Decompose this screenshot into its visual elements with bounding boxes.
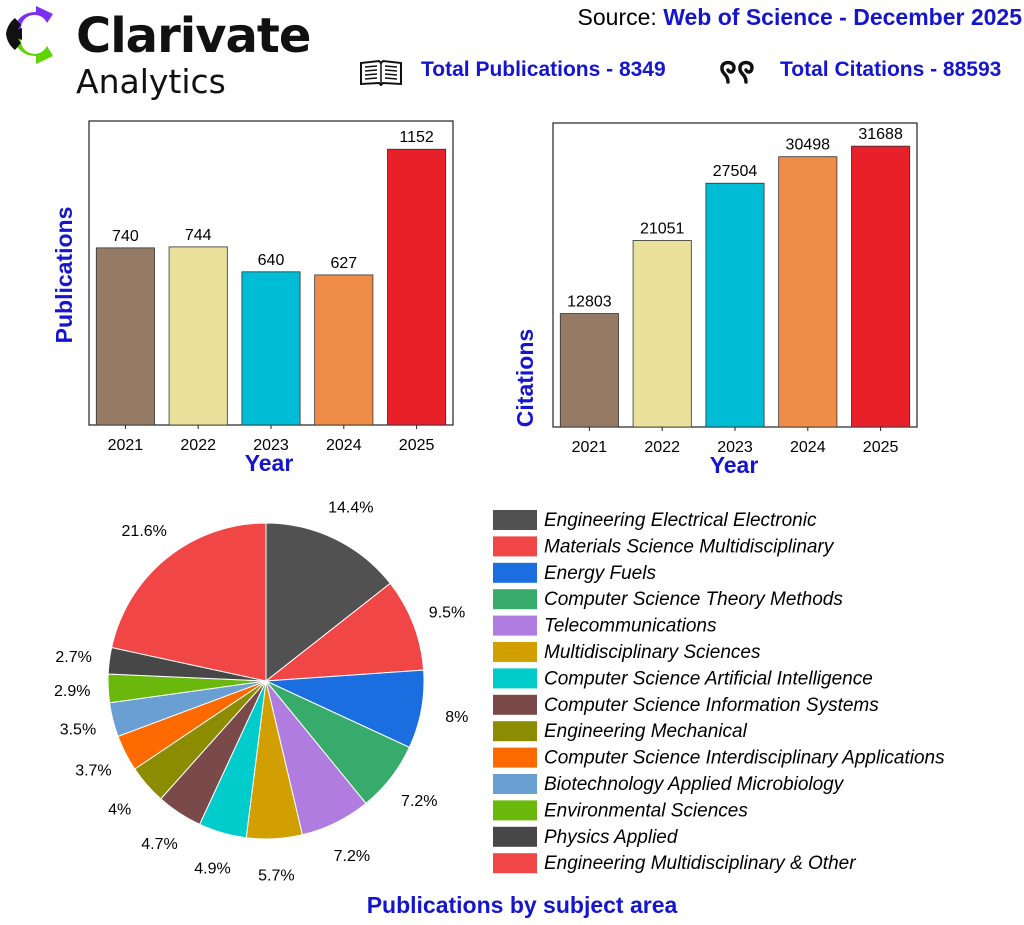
bar-2021 bbox=[559, 313, 619, 428]
pie-slice-label: 21.6% bbox=[122, 523, 167, 540]
pie-slice bbox=[264, 582, 425, 682]
legend-label: Engineering Electrical Electronic bbox=[544, 510, 817, 531]
y-axis-label: Publications bbox=[51, 207, 77, 344]
total-publications: Total Publications - 8349 bbox=[421, 58, 666, 81]
bar-2021 bbox=[95, 247, 155, 426]
book-icon bbox=[360, 59, 402, 87]
pie-slice-label: 3.7% bbox=[75, 763, 111, 780]
legend-swatch bbox=[493, 642, 537, 662]
legend-label: Materials Science Multidisciplinary bbox=[544, 536, 835, 557]
source-value: Web of Science - December 2025 bbox=[663, 4, 1022, 30]
bar-value-label: 744 bbox=[185, 227, 212, 244]
subject-area-pie-chart: 14.4% 9.5% 8% 7.2% 7.2% 5.7% 4.9% 4.7% 4% 3.7% 3.5… bbox=[54, 500, 945, 918]
pie-slice-label: 7.2% bbox=[401, 793, 437, 810]
bar-value-label: 12803 bbox=[567, 294, 612, 311]
brand-subtitle: Analytics bbox=[76, 62, 226, 101]
legend-swatch bbox=[493, 562, 537, 583]
bar-2025 bbox=[851, 145, 911, 428]
x-tick-label: 2021 bbox=[108, 437, 144, 454]
legend-swatch bbox=[493, 668, 537, 689]
x-tick-label: 2025 bbox=[863, 439, 899, 456]
x-tick-label: 2025 bbox=[399, 437, 435, 454]
bar-value-label: 21051 bbox=[640, 220, 685, 237]
x-axis-label: Year bbox=[710, 452, 759, 478]
legend-label: Computer Science Theory Methods bbox=[544, 589, 843, 610]
pie-slice-label: 4% bbox=[108, 801, 131, 818]
legend-swatch bbox=[493, 721, 537, 742]
legend-swatch bbox=[493, 694, 537, 715]
pie-slice bbox=[110, 522, 267, 682]
publications-bar-chart: Publications Year 740 2021 744 2022 640 2023 6… bbox=[51, 120, 454, 476]
pie-slice-label: 2.9% bbox=[54, 683, 90, 700]
pie-slice-label: 3.5% bbox=[60, 722, 96, 739]
bar-2022 bbox=[168, 246, 228, 426]
legend-swatch bbox=[493, 615, 537, 636]
legend-label: Engineering Multidisciplinary & Other bbox=[544, 853, 856, 874]
pie-slice-label: 2.7% bbox=[55, 649, 91, 666]
legend-swatch bbox=[493, 853, 537, 874]
bar-2023 bbox=[241, 271, 301, 426]
x-tick-label: 2024 bbox=[326, 437, 362, 454]
x-tick-label: 2023 bbox=[253, 437, 289, 454]
pie-slice-label: 7.2% bbox=[334, 848, 370, 865]
legend-swatch bbox=[493, 774, 537, 794]
pie-chart-title: Publications by subject area bbox=[367, 892, 678, 918]
pie-slice bbox=[265, 522, 391, 683]
bar-2023 bbox=[705, 182, 765, 428]
legend-label: Multidisciplinary Sciences bbox=[544, 642, 761, 663]
pie-slice-label: 8% bbox=[445, 709, 468, 726]
bar-value-label: 30498 bbox=[786, 137, 831, 154]
clarivate-logo-icon bbox=[6, 6, 53, 64]
x-tick-label: 2022 bbox=[644, 439, 680, 456]
bar-value-label: 640 bbox=[258, 252, 285, 269]
bar-2022 bbox=[632, 240, 692, 428]
bar-value-label: 31688 bbox=[858, 126, 903, 143]
legend-label: Biotechnology Applied Microbiology bbox=[544, 774, 845, 795]
legend-label: Telecommunications bbox=[544, 616, 717, 637]
legend-label: Engineering Mechanical bbox=[544, 721, 748, 742]
bar-2024 bbox=[778, 156, 838, 428]
pie-slice-label: 4.9% bbox=[194, 860, 230, 877]
legend-label: Computer Science Artificial Intelligence bbox=[544, 668, 873, 689]
bar-2024 bbox=[314, 274, 374, 426]
x-tick-label: 2024 bbox=[790, 439, 826, 456]
pie-slice-label: 14.4% bbox=[328, 500, 373, 517]
legend-swatch bbox=[493, 826, 537, 847]
brand-name: Clarivate bbox=[76, 8, 311, 64]
legend-swatch bbox=[493, 747, 537, 768]
bar-value-label: 27504 bbox=[713, 163, 758, 180]
bar-value-label: 1152 bbox=[399, 129, 434, 146]
legend-label: Environmental Sciences bbox=[544, 800, 748, 821]
x-axis-label: Year bbox=[245, 450, 294, 476]
legend-swatch bbox=[493, 510, 537, 530]
source-label: Source: bbox=[577, 4, 657, 30]
y-axis-label: Citations bbox=[512, 329, 538, 427]
total-citations: Total Citations - 88593 bbox=[780, 58, 1002, 81]
source-line: Source: Web of Science - December 2025 bbox=[578, 4, 1022, 31]
pie-slice-label: 9.5% bbox=[429, 604, 465, 621]
bar-2025 bbox=[387, 148, 447, 426]
x-tick-label: 2023 bbox=[717, 439, 753, 456]
legend-label: Computer Science Information Systems bbox=[544, 695, 879, 716]
pie-slice-label: 4.7% bbox=[141, 836, 177, 853]
citations-bar-chart: Citations Year 12803 2021 21051 2022 27504 20… bbox=[512, 122, 918, 478]
legend-label: Physics Applied bbox=[544, 827, 679, 848]
legend-swatch bbox=[493, 589, 537, 610]
legend-swatch bbox=[493, 536, 537, 557]
legend-label: Energy Fuels bbox=[544, 563, 656, 584]
bar-value-label: 740 bbox=[112, 228, 139, 245]
x-tick-label: 2022 bbox=[180, 437, 216, 454]
x-tick-label: 2021 bbox=[572, 439, 608, 456]
legend-swatch bbox=[493, 800, 537, 821]
quote-icon bbox=[720, 60, 754, 84]
pie-slice-label: 5.7% bbox=[258, 868, 294, 885]
legend-label: Computer Science Interdisciplinary Appli… bbox=[544, 748, 945, 769]
bar-value-label: 627 bbox=[330, 255, 357, 272]
